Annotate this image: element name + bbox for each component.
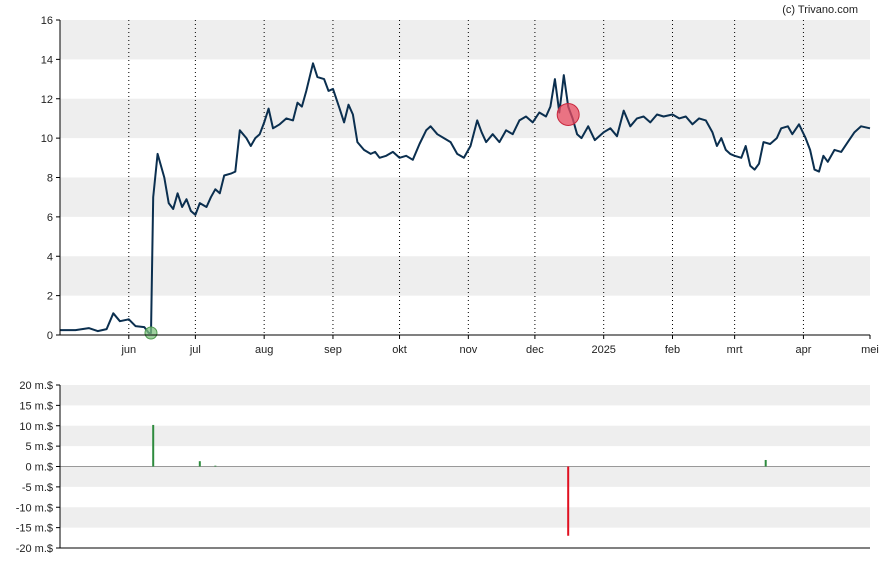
price-markers bbox=[144, 103, 580, 340]
volume-y-tick-label: -5 m.$ bbox=[22, 482, 53, 494]
volume-y-tick-label: 15 m.$ bbox=[19, 400, 53, 412]
buy-marker bbox=[144, 326, 158, 340]
volume-bars bbox=[152, 424, 767, 536]
price-band bbox=[60, 177, 870, 217]
price-x-tick-label: aug bbox=[255, 344, 273, 356]
price-x-tick-label: okt bbox=[392, 344, 407, 356]
price-x-tick-label: jun bbox=[120, 344, 136, 356]
price-y-tick-label: 6 bbox=[47, 212, 53, 224]
price-y-tick-label: 8 bbox=[47, 173, 53, 185]
price-x-tick-label: mrt bbox=[727, 344, 743, 356]
volume-y-tick-label: -20 m.$ bbox=[16, 543, 53, 555]
price-y-tick-label: 12 bbox=[41, 94, 53, 106]
volume-band bbox=[60, 466, 870, 487]
volume-y-tick-label: 20 m.$ bbox=[19, 380, 53, 392]
volume-band bbox=[60, 385, 870, 406]
price-x-tick-label: 2025 bbox=[591, 344, 615, 356]
volume-panel-bands bbox=[60, 385, 870, 528]
price-y-tick-label: 0 bbox=[47, 330, 53, 342]
price-y-tick-label: 4 bbox=[47, 251, 53, 263]
volume-y-tick-label: -15 m.$ bbox=[16, 523, 53, 535]
price-series bbox=[60, 62, 871, 334]
volume-band bbox=[60, 425, 870, 447]
volume-y-axis: 20 m.$ 15 m.$ 10 m.$ 5 m.$ 0 m.$ -5 m.$ -10 m.… bbox=[16, 380, 60, 555]
price-y-tick-label: 16 bbox=[41, 15, 53, 27]
volume-y-tick-label: -10 m.$ bbox=[16, 502, 53, 514]
price-y-axis: 0 2 4 6 8 10 12 14 16 bbox=[41, 15, 60, 342]
price-y-tick-label: 10 bbox=[41, 133, 53, 145]
price-y-tick-label: 14 bbox=[41, 54, 53, 66]
price-x-tick-label: dec bbox=[526, 344, 544, 356]
price-x-tick-label: jul bbox=[189, 344, 201, 356]
price-x-tick-label: nov bbox=[459, 344, 477, 356]
price-y-tick-label: 2 bbox=[47, 291, 53, 303]
price-x-axis: jun jul aug sep okt nov dec 2025 feb mrt apr mei bbox=[120, 335, 879, 356]
volume-y-tick-label: 5 m.$ bbox=[25, 441, 53, 453]
volume-y-tick-label: 0 m.$ bbox=[25, 462, 53, 474]
price-x-tick-label: sep bbox=[324, 344, 342, 356]
price-panel-gridlines bbox=[128, 20, 804, 335]
volume-y-tick-label: 10 m.$ bbox=[19, 421, 53, 433]
sell-marker bbox=[556, 103, 580, 126]
price-x-tick-label: mei bbox=[861, 344, 879, 356]
price-band bbox=[60, 20, 870, 60]
price-line bbox=[60, 62, 871, 334]
price-band bbox=[60, 256, 870, 296]
price-band bbox=[60, 98, 870, 139]
credit-text: (c) Trivano.com bbox=[782, 4, 858, 16]
price-x-tick-label: feb bbox=[665, 344, 680, 356]
volume-band bbox=[60, 507, 870, 528]
price-x-tick-label: apr bbox=[795, 344, 811, 356]
